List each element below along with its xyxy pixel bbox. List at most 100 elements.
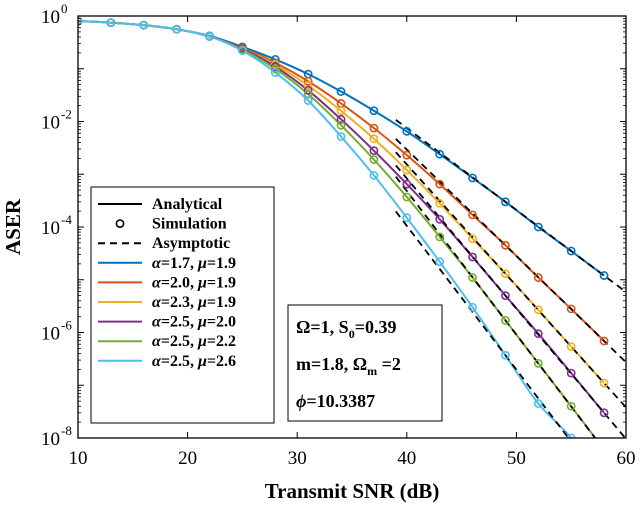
sim-marker-2-11 (435, 199, 445, 208)
y-tick-label-3: 10 (41, 324, 60, 345)
legend-series-label-0: α=1.7, μ=1.9 (152, 255, 236, 272)
x-tick-label-4: 50 (507, 448, 526, 469)
sim-marker-4-15 (566, 401, 576, 411)
sim-marker-2-14 (533, 305, 543, 315)
sim-marker-0-15 (566, 246, 576, 256)
legend-series-label-4: α=2.5, μ=2.2 (152, 333, 236, 350)
y-tick-exponent-4: -8 (61, 423, 72, 438)
sim-marker-1-9 (369, 123, 379, 133)
sim-marker-1-15 (566, 304, 576, 314)
sim-marker-3-9 (369, 146, 379, 156)
annotation-omega-s0: Ω=1, S0=0.39 (296, 317, 396, 341)
sim-marker-4-9 (369, 155, 379, 164)
sim-marker-1-10 (402, 150, 412, 160)
annotation-phi: ϕ=10.3387 (296, 391, 375, 411)
y-tick-label-2: 10 (41, 218, 60, 239)
legend-simulation-swatch (115, 219, 125, 228)
sim-marker-2-16 (599, 378, 609, 388)
sim-marker-3-12 (468, 252, 477, 262)
sim-marker-2-13 (501, 269, 510, 279)
y-tick-exponent-0: 0 (61, 1, 68, 16)
sim-marker-5-5 (237, 46, 247, 56)
sim-marker-0-8 (336, 87, 346, 96)
sim-marker-5-14 (533, 399, 543, 408)
sim-marker-2-12 (468, 234, 477, 244)
sim-marker-3-10 (402, 179, 412, 189)
sim-marker-2-8 (336, 106, 346, 116)
sim-marker-4-12 (468, 273, 477, 282)
y-tick-exponent-1: -2 (61, 107, 72, 122)
sim-marker-1-7 (303, 76, 313, 86)
sim-marker-0-16 (599, 271, 609, 280)
sim-marker-4-8 (336, 120, 346, 130)
x-tick-label-3: 40 (397, 448, 416, 469)
sim-marker-0-11 (435, 149, 445, 159)
x-tick-label-2: 30 (288, 448, 307, 469)
legend-series-label-3: α=2.5, μ=2.0 (152, 314, 236, 331)
y-tick-label-4: 10 (41, 429, 60, 450)
sim-marker-5-11 (435, 257, 445, 267)
sim-marker-5-6 (270, 68, 280, 77)
legend: Analytical Simulation Asymptotic α=1.7, μ=1… (90, 186, 275, 424)
simulation-markers (78, 16, 609, 438)
y-tick-exponent-3: -6 (61, 318, 72, 333)
sim-marker-4-10 (402, 192, 412, 202)
y-axis-label: ASER (1, 198, 25, 255)
x-tick-label-1: 20 (178, 448, 197, 469)
sim-marker-5-1 (106, 18, 116, 27)
series-lines (78, 20, 626, 438)
y-tick-label-0: 10 (41, 7, 60, 28)
sim-marker-3-15 (566, 368, 576, 378)
sim-marker-3-16 (599, 408, 609, 418)
sim-marker-2-9 (369, 134, 379, 144)
sim-marker-5-7 (303, 96, 313, 105)
sim-marker-3-14 (533, 329, 543, 339)
sim-marker-4-11 (435, 232, 445, 242)
sim-marker-5-10 (402, 213, 412, 223)
sim-marker-1-13 (501, 240, 510, 250)
sim-marker-5-3 (172, 24, 182, 34)
annotation-m-omegam: m=1.8, Ωm =2 (296, 354, 401, 378)
sim-marker-0-14 (533, 222, 543, 232)
asymptote-line-1 (395, 138, 626, 363)
series-line-5 (78, 20, 573, 438)
sim-marker-1-16 (599, 336, 609, 346)
sim-marker-5-12 (468, 302, 477, 312)
y-tick-label-1: 10 (41, 113, 60, 134)
sim-marker-2-10 (402, 165, 412, 175)
sim-marker-5-2 (139, 20, 149, 30)
sim-marker-1-11 (435, 179, 445, 189)
sim-marker-4-6 (270, 64, 280, 74)
sim-marker-3-8 (336, 114, 346, 124)
sim-marker-4-14 (533, 358, 543, 368)
legend-label-0: Analytical (152, 196, 223, 213)
parameter-box: Ω=1, S0=0.39 m=1.8, Ωm =2 ϕ=10.3387 (287, 304, 443, 422)
sim-marker-5-9 (369, 171, 379, 180)
asymptote-line-4 (395, 176, 597, 438)
sim-marker-5-4 (205, 32, 214, 41)
legend-series-label-1: α=2.0, μ=1.9 (152, 274, 236, 291)
x-tick-label-0: 10 (69, 448, 88, 469)
asymptote-line-2 (395, 151, 626, 408)
y-tick-exponent-2: -4 (61, 212, 72, 227)
asymptote-line-5 (395, 210, 570, 438)
sim-marker-4-7 (303, 89, 313, 99)
legend-label-2: Asymptotic (152, 235, 230, 252)
sim-marker-1-12 (468, 210, 477, 220)
legend-label-1: Simulation (152, 216, 227, 233)
sim-marker-4-13 (501, 315, 510, 325)
sim-marker-3-11 (435, 214, 445, 224)
sim-marker-0-10 (402, 126, 412, 136)
sim-marker-0-12 (468, 173, 477, 183)
x-axis-label: Transmit SNR (dB) (265, 479, 440, 503)
legend-series-label-5: α=2.5, μ=2.6 (152, 353, 236, 370)
sim-marker-2-7 (303, 81, 313, 90)
sim-marker-3-13 (501, 291, 510, 301)
sim-marker-0-9 (369, 106, 379, 116)
legend-series-label-2: α=2.3, μ=1.9 (152, 294, 236, 311)
sim-marker-5-13 (501, 350, 510, 360)
sim-marker-5-8 (336, 132, 346, 141)
sim-marker-1-14 (533, 273, 543, 282)
